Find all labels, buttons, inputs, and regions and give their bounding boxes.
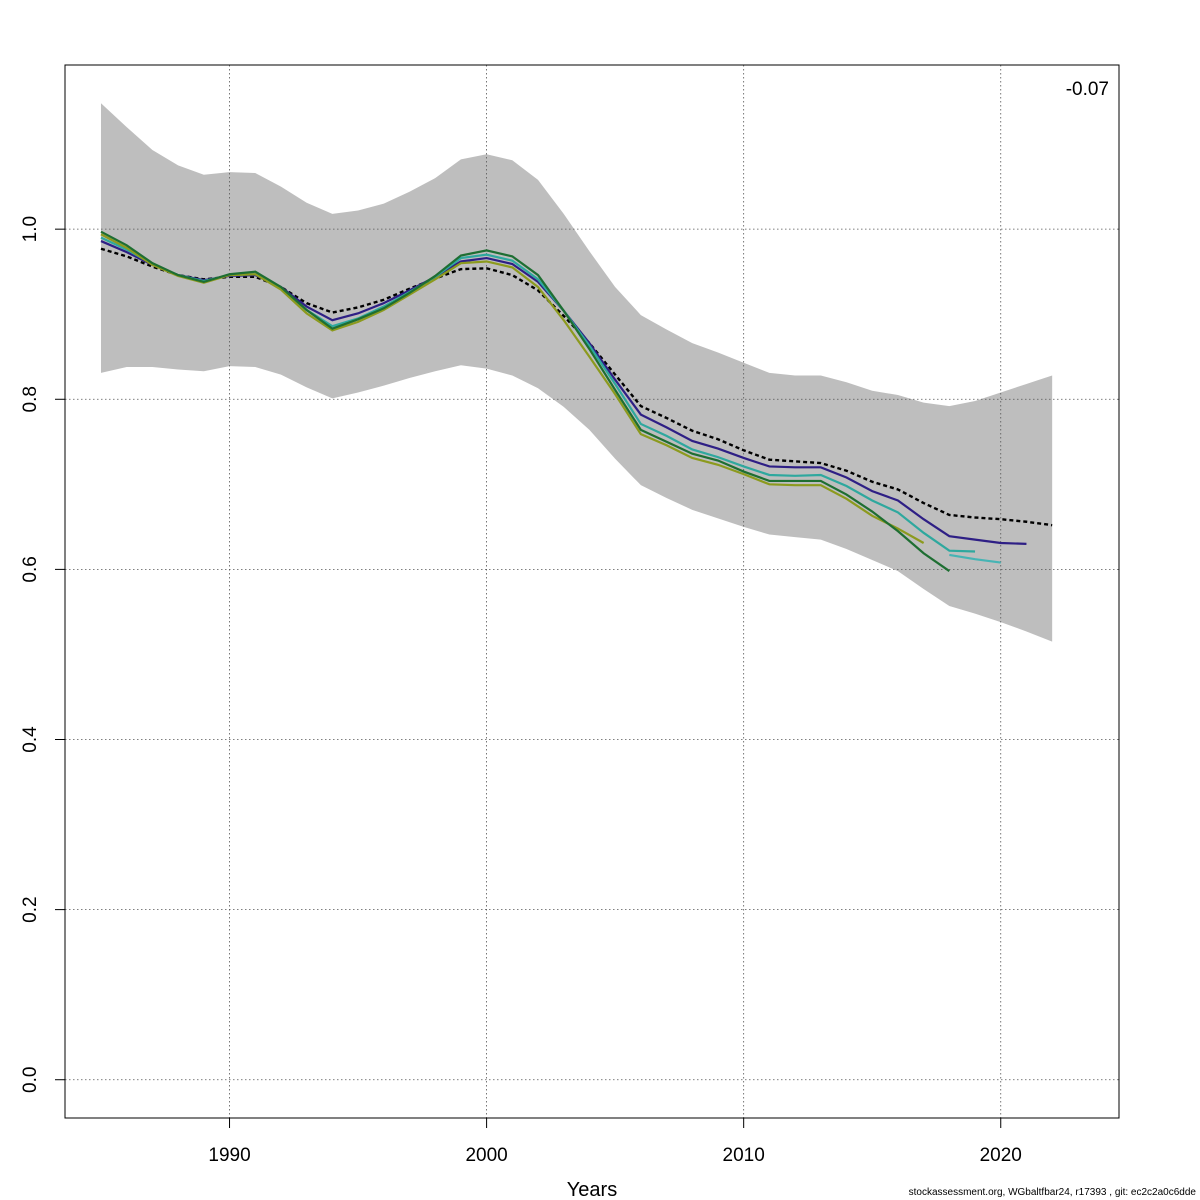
rho-annotation: -0.07 bbox=[1066, 79, 1109, 100]
grid-layer bbox=[65, 65, 1119, 1118]
confidence-band bbox=[100, 103, 1053, 642]
series-layer bbox=[100, 230, 1053, 572]
y-tick-label-0: 0.0 bbox=[20, 1067, 41, 1093]
series-line-0 bbox=[100, 247, 1053, 527]
footer-credit: stockassessment.org, WGbaltfbar24, r1739… bbox=[908, 1187, 1196, 1198]
series-line-4 bbox=[100, 233, 925, 544]
y-tick-label-4: 0.8 bbox=[20, 386, 41, 412]
y-tick-label-5: 1.0 bbox=[20, 216, 41, 242]
x-tick-label-2010: 2010 bbox=[723, 1145, 765, 1166]
x-axis-label: Years bbox=[567, 1179, 617, 1200]
plot-frame bbox=[64, 64, 1120, 1119]
y-tick-label-3: 0.6 bbox=[20, 556, 41, 582]
y-tick-label-2: 0.4 bbox=[20, 726, 41, 753]
series-line-2 bbox=[949, 553, 1001, 564]
series-line-5 bbox=[100, 230, 950, 572]
x-tick-label-2020: 2020 bbox=[980, 1145, 1022, 1166]
confidence-band-layer bbox=[100, 103, 1053, 642]
x-tick-label-2000: 2000 bbox=[465, 1145, 507, 1166]
y-tick-label-1: 0.2 bbox=[20, 896, 41, 922]
axis-layer: 1990 2000 2010 2020 0.0 0.2 0.4 0.6 0.8 1.0 bbox=[20, 216, 1022, 1166]
x-tick-label-1990: 1990 bbox=[208, 1145, 250, 1166]
